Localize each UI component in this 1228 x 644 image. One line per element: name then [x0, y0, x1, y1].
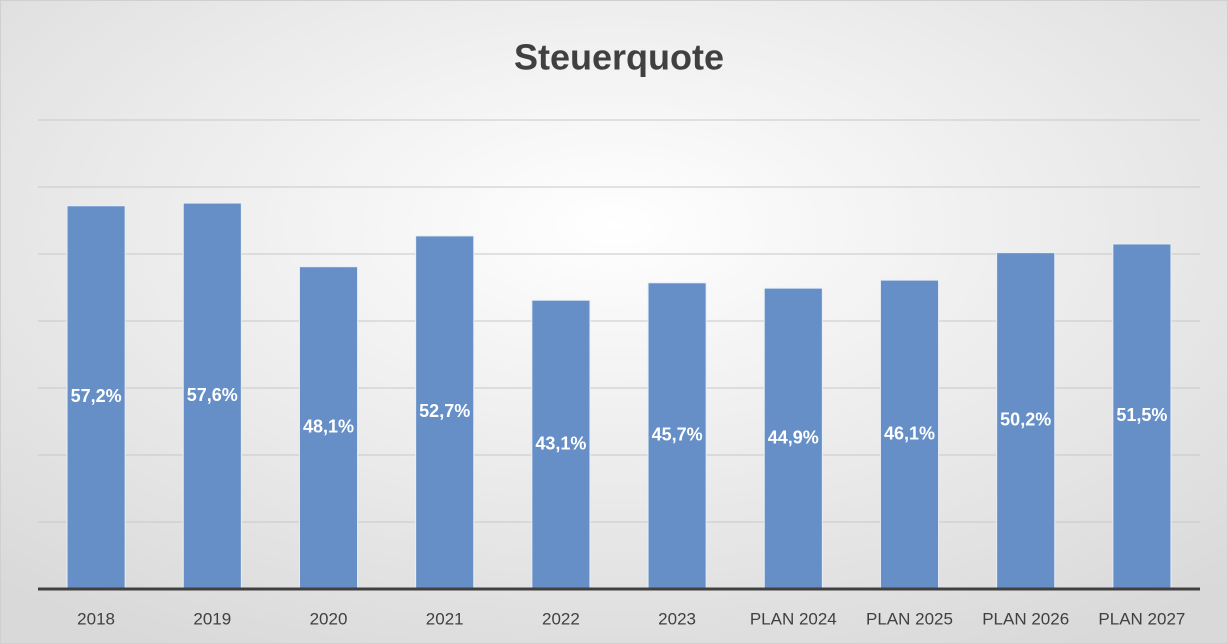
bar	[1112, 243, 1172, 590]
data-label: 46,1%	[884, 423, 935, 443]
data-label: 51,5%	[1116, 405, 1167, 425]
bar	[531, 299, 591, 590]
x-tick-label: PLAN 2024	[750, 609, 837, 628]
bar	[182, 202, 242, 590]
x-tick-label: PLAN 2026	[982, 609, 1069, 628]
x-tick-label: 2019	[193, 609, 231, 628]
chart-title: Steuerquote	[514, 37, 724, 78]
x-tick-label: 2023	[658, 609, 696, 628]
x-tick-label: 2020	[310, 609, 348, 628]
data-label: 52,7%	[419, 401, 470, 421]
data-label: 45,7%	[652, 425, 703, 445]
x-tick-label: 2018	[77, 609, 115, 628]
bar	[763, 287, 823, 590]
x-tick-label: PLAN 2025	[866, 609, 953, 628]
data-label: 57,6%	[187, 385, 238, 405]
x-tick-label: 2021	[426, 609, 464, 628]
bar	[415, 235, 475, 590]
data-label: 57,2%	[71, 386, 122, 406]
bar	[647, 282, 707, 590]
bar	[298, 266, 359, 590]
data-label: 48,1%	[303, 417, 354, 437]
data-label: 50,2%	[1000, 410, 1051, 430]
x-tick-label: PLAN 2027	[1098, 609, 1185, 628]
data-label: 43,1%	[535, 433, 586, 453]
bar	[996, 252, 1056, 590]
bar	[66, 205, 126, 590]
data-label: 44,9%	[768, 427, 819, 447]
x-tick-label: 2022	[542, 609, 580, 628]
